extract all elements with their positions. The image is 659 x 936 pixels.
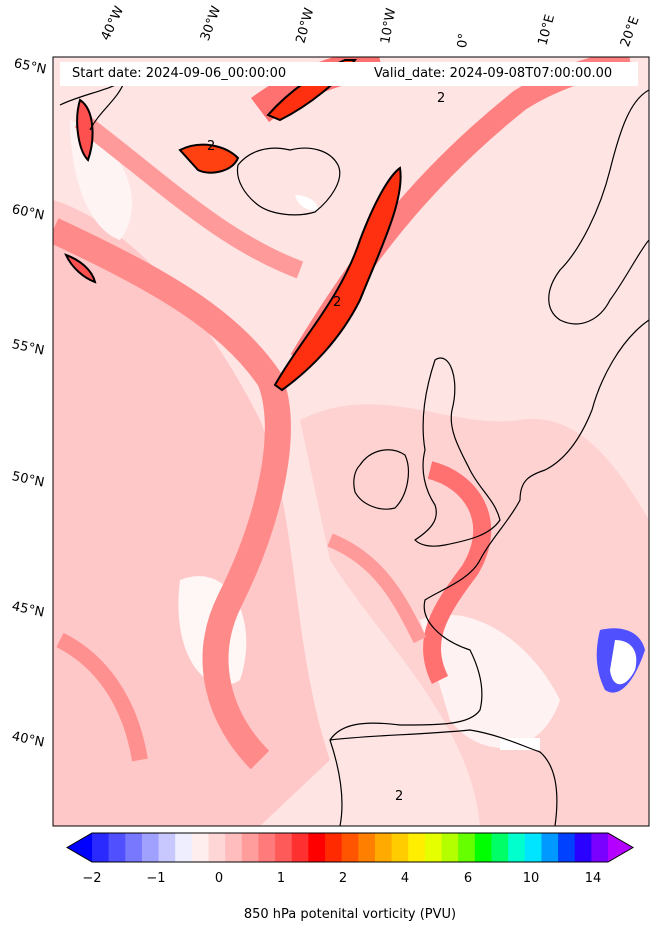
colorbar-tick-label: 6 (463, 871, 473, 886)
contour-label: 2 (395, 789, 403, 804)
pv-field-streamer (327, 533, 427, 644)
europe-coastline (329, 319, 649, 826)
pv-band-strong (273, 166, 402, 392)
colorbar-cell (158, 833, 176, 862)
colorbar-cell (92, 833, 110, 862)
colorbar-tick-label: 10 (522, 871, 540, 886)
colorbar-cell (308, 833, 326, 862)
colorbar-tick-label: 2 (338, 871, 348, 886)
valid-date-label: Valid_date: 2024-09-08T07:00:00.00 (374, 66, 613, 81)
colorbar-cell (524, 833, 542, 862)
colorbar-cell (325, 833, 343, 862)
colorbar-cell (291, 833, 309, 862)
colorbar-cell (358, 833, 376, 862)
colorbar (66, 832, 634, 863)
colorbar-cell (391, 833, 409, 862)
map-panel: 2 2 2 2 (53, 57, 649, 826)
map-frame (52, 56, 650, 827)
colorbar-tick-label: 0 (214, 871, 224, 886)
colorbar-cell (225, 833, 243, 862)
colorbar-tick-label: −2 (82, 871, 102, 886)
ireland-coastline (353, 449, 409, 510)
colorbar-cell (408, 833, 426, 862)
british-isles-coastline (414, 357, 501, 547)
colorbar-cell (258, 833, 276, 862)
pv-field-streamer (53, 218, 291, 770)
colorbar-cell (458, 833, 476, 862)
iceland-coastline (236, 147, 341, 216)
colorbar-cell (191, 833, 210, 862)
colorbar-cell (474, 833, 492, 862)
colorbar-cell (574, 833, 592, 862)
pv-band-strong (76, 98, 94, 162)
colorbar-cell (374, 833, 393, 862)
colorbar-cell (541, 833, 559, 862)
colorbar-cell (491, 833, 509, 862)
colorbar-tick-label: 14 (584, 871, 602, 886)
pv-band-strong (64, 253, 97, 284)
colorbar-extend-high (608, 833, 633, 862)
lon-label: 0° (455, 32, 472, 49)
colorbar-cell (125, 833, 143, 862)
contour-label: 2 (437, 91, 445, 106)
colorbar-cell (108, 833, 126, 862)
colorbar-outline (66, 832, 634, 863)
colorbar-cell (241, 833, 259, 862)
pv-band-strong (178, 143, 240, 174)
colorbar-title: 850 hPa potenital vorticity (PVU) (243, 907, 457, 922)
start-date-label: Start date: 2024-09-06_00:00:00 (72, 66, 287, 81)
colorbar-cell (424, 833, 443, 862)
pv-field-white (420, 614, 560, 748)
pv-negative-patch (295, 195, 318, 211)
colorbar-cell (175, 833, 193, 862)
contour-label: 2 (333, 295, 341, 310)
norway-coastline (548, 89, 649, 325)
colorbar-cell (141, 833, 160, 862)
pv-field-streamer (56, 632, 148, 762)
pv-field-streamer (74, 112, 304, 279)
colorbar-cell (441, 833, 459, 862)
colorbar-cell (508, 833, 526, 862)
colorbar-tick-label: 4 (400, 871, 410, 886)
colorbar-extend-low (67, 833, 92, 862)
colorbar-cell (341, 833, 359, 862)
contour-label: 2 (207, 139, 215, 154)
colorbar-cell (208, 833, 226, 862)
pv-field-light (53, 200, 330, 826)
colorbar-cell (591, 833, 609, 862)
pv-negative-patch (610, 640, 637, 685)
colorbar-cell (275, 833, 293, 862)
date-header-box (60, 62, 638, 86)
colorbar-tick-label: −1 (146, 871, 166, 886)
pv-field-streamer (423, 461, 492, 685)
coastlines (59, 78, 649, 826)
colorbar-cell (558, 833, 576, 862)
colorbar-tick-label: 1 (276, 871, 286, 886)
iberia-coastline (329, 729, 558, 826)
